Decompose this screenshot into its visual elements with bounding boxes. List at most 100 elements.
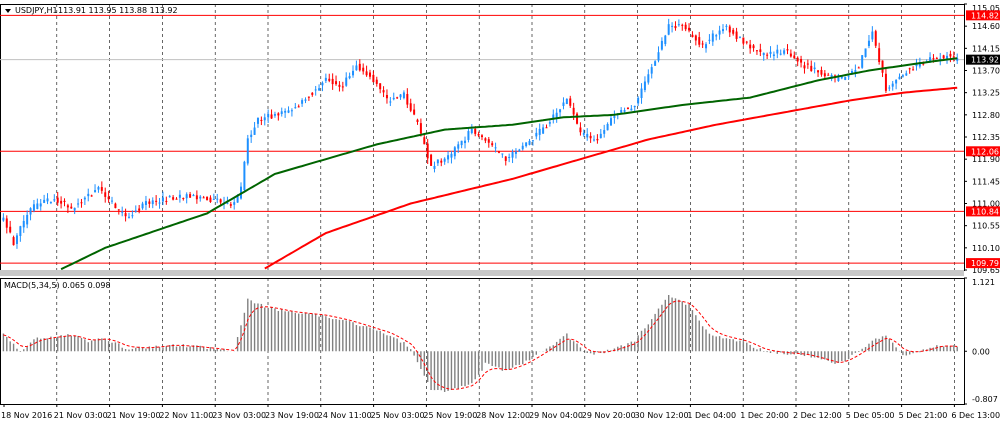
candle-body[interactable] — [905, 73, 908, 76]
candle-body[interactable] — [457, 144, 460, 149]
candle-body[interactable] — [267, 113, 270, 118]
candle-body[interactable] — [603, 130, 606, 134]
candle-body[interactable] — [657, 52, 660, 61]
candle-body[interactable] — [372, 74, 375, 83]
candle-body[interactable] — [12, 237, 15, 246]
candle-body[interactable] — [151, 200, 154, 205]
candle-body[interactable] — [314, 89, 317, 91]
candlesticks[interactable] — [2, 18, 959, 249]
candle-body[interactable] — [413, 109, 416, 115]
candle-body[interactable] — [810, 65, 813, 72]
candle-body[interactable] — [477, 134, 480, 136]
candle-body[interactable] — [718, 30, 721, 35]
candle-body[interactable] — [77, 203, 80, 205]
candle-body[interactable] — [15, 235, 18, 244]
candle-body[interactable] — [195, 195, 198, 200]
candle-body[interactable] — [643, 81, 646, 91]
candle-body[interactable] — [419, 123, 422, 134]
candle-body[interactable] — [915, 64, 918, 67]
candle-body[interactable] — [565, 98, 568, 105]
candle-body[interactable] — [504, 156, 507, 161]
candle-body[interactable] — [209, 197, 212, 202]
candle-body[interactable] — [946, 55, 949, 59]
candle-body[interactable] — [776, 49, 779, 54]
candle-body[interactable] — [664, 35, 667, 44]
candle-body[interactable] — [423, 137, 426, 145]
candle-body[interactable] — [481, 135, 483, 138]
candle-body[interactable] — [131, 215, 134, 217]
candle-body[interactable] — [789, 53, 792, 57]
candle-body[interactable] — [783, 50, 786, 54]
candle-body[interactable] — [2, 217, 5, 221]
candle-body[interactable] — [97, 187, 100, 190]
candle-body[interactable] — [538, 128, 541, 135]
candle-body[interactable] — [749, 44, 752, 49]
candle-body[interactable] — [929, 57, 932, 63]
candle-body[interactable] — [593, 139, 596, 141]
candle-body[interactable] — [521, 145, 524, 150]
candle-body[interactable] — [535, 132, 538, 137]
candle-body[interactable] — [908, 68, 911, 70]
candle-body[interactable] — [864, 48, 867, 57]
candle-body[interactable] — [701, 43, 704, 45]
candle-body[interactable] — [63, 200, 66, 203]
candle-body[interactable] — [548, 122, 551, 124]
candle-body[interactable] — [358, 63, 361, 71]
candle-body[interactable] — [952, 56, 955, 58]
candle-body[interactable] — [277, 113, 280, 116]
candle-body[interactable] — [738, 36, 741, 38]
candle-body[interactable] — [708, 39, 711, 41]
candle-body[interactable] — [694, 35, 697, 41]
candle-body[interactable] — [141, 203, 144, 209]
candle-body[interactable] — [762, 52, 765, 56]
candle-body[interactable] — [53, 199, 56, 201]
candle-body[interactable] — [752, 45, 755, 49]
candle-body[interactable] — [212, 198, 215, 200]
candle-body[interactable] — [620, 110, 623, 113]
candle-body[interactable] — [633, 105, 636, 108]
candle-body[interactable] — [83, 197, 86, 200]
candle-body[interactable] — [253, 127, 256, 135]
candle-body[interactable] — [572, 107, 575, 115]
candle-body[interactable] — [725, 25, 728, 27]
candle-body[interactable] — [409, 103, 412, 111]
candle-body[interactable] — [263, 117, 266, 121]
candle-body[interactable] — [898, 76, 901, 80]
candle-body[interactable] — [793, 55, 796, 59]
candle-body[interactable] — [861, 55, 864, 68]
candle-body[interactable] — [901, 75, 904, 77]
candle-body[interactable] — [87, 193, 90, 197]
candle-body[interactable] — [555, 112, 558, 118]
candle-body[interactable] — [823, 73, 826, 77]
candle-body[interactable] — [22, 220, 25, 228]
candle-body[interactable] — [124, 213, 127, 217]
candle-body[interactable] — [311, 92, 314, 95]
candle-body[interactable] — [396, 97, 399, 99]
candle-body[interactable] — [185, 194, 188, 199]
candle-body[interactable] — [144, 201, 147, 205]
candle-body[interactable] — [375, 79, 378, 84]
candle-body[interactable] — [606, 123, 609, 131]
candle-body[interactable] — [705, 44, 708, 49]
candle-body[interactable] — [596, 138, 599, 141]
candle-body[interactable] — [755, 50, 758, 52]
candle-body[interactable] — [722, 29, 724, 32]
candle-body[interactable] — [888, 87, 891, 89]
candle-body[interactable] — [935, 58, 938, 60]
candle-body[interactable] — [715, 35, 718, 37]
candle-body[interactable] — [352, 70, 355, 76]
candle-body[interactable] — [392, 97, 395, 100]
candle-body[interactable] — [66, 205, 69, 208]
candle-body[interactable] — [39, 203, 42, 207]
candle-body[interactable] — [918, 62, 921, 67]
candle-body[interactable] — [297, 106, 300, 108]
candle-body[interactable] — [796, 57, 799, 62]
candle-body[interactable] — [640, 88, 643, 99]
candle-body[interactable] — [837, 77, 840, 82]
candle-body[interactable] — [94, 190, 97, 193]
candle-body[interactable] — [654, 61, 657, 66]
candle-body[interactable] — [800, 58, 803, 63]
candle-body[interactable] — [949, 53, 952, 57]
candle-body[interactable] — [216, 198, 219, 200]
candle-body[interactable] — [301, 100, 304, 104]
